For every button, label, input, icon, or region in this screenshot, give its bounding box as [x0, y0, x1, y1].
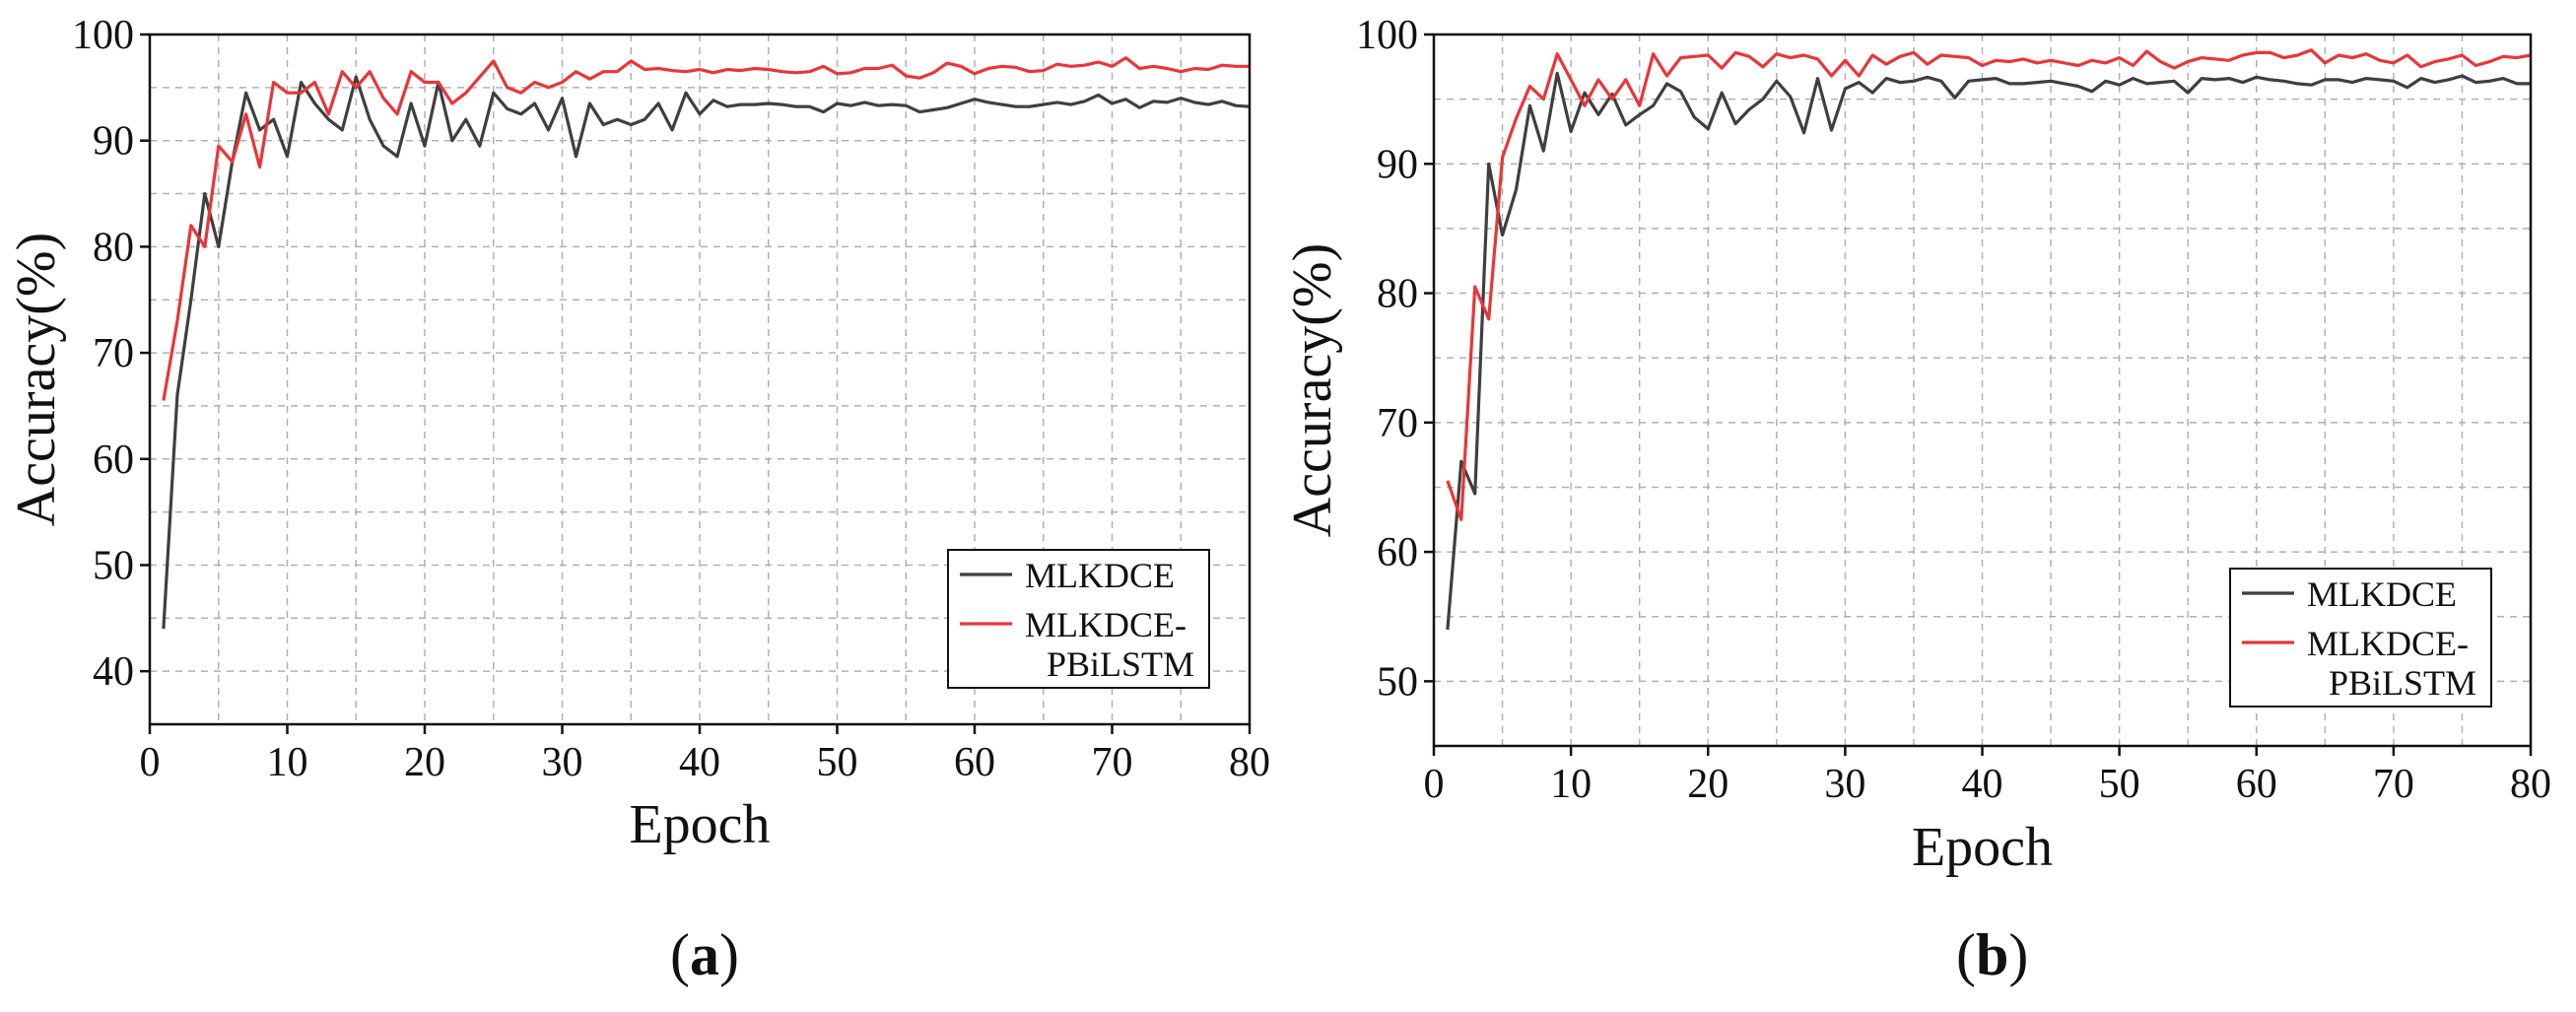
- y-tick-label: 70: [1377, 401, 1418, 446]
- y-tick-label: 100: [1356, 13, 1418, 58]
- caption-b-close: ): [2008, 922, 2029, 987]
- caption-b: (b): [1956, 921, 2028, 989]
- legend-label-1: MLKDCE: [1025, 556, 1175, 595]
- series-line-2: [1446, 48, 2532, 521]
- x-tick-label: 80: [2510, 762, 2551, 807]
- series-line-1: [1446, 71, 2531, 631]
- caption-a-open: (: [670, 922, 690, 987]
- series-line-2: [162, 56, 1250, 401]
- y-tick-label: 50: [93, 543, 134, 588]
- chart-2: 0 10 20 30 40 50 60 70 80 50 60 70 80 90 100 Epoch Accur…: [1282, 13, 2551, 878]
- series-line-1: [162, 75, 1251, 630]
- y-tick-label: 60: [93, 438, 134, 483]
- x-tick-label: 70: [2373, 762, 2414, 807]
- x-tick-label: 60: [954, 740, 995, 785]
- y-tick-label: 60: [1377, 530, 1418, 575]
- x-axis-label: Epoch: [629, 794, 770, 855]
- chart-1: 0 10 20 30 40 50 60 70 80 40 50 60 70 80 90 100 Epoch Acc…: [6, 13, 1270, 855]
- x-tick-label: 50: [2099, 762, 2140, 807]
- legend-label-2: MLKDCE-PBiLSTM: [1025, 605, 1194, 684]
- y-axis-label: Accuracy(%): [1282, 243, 1343, 537]
- x-tick-label: 40: [679, 740, 720, 785]
- x-tick-label: 0: [1424, 762, 1445, 807]
- x-tick-label: 40: [1962, 762, 2003, 807]
- legend-box: [2229, 568, 2492, 708]
- x-tick-label: 20: [1687, 762, 1729, 807]
- y-tick-label: 70: [93, 331, 134, 376]
- legend-label-2-line-1: MLKDCE-: [2307, 624, 2469, 663]
- legend-label-2-line-1: MLKDCE-: [1025, 605, 1186, 644]
- legend-label-2: MLKDCE-PBiLSTM: [2307, 624, 2476, 703]
- x-tick-label: 30: [1824, 762, 1865, 807]
- legend: MLKDCE MLKDCE-PBiLSTM: [947, 549, 1210, 689]
- x-tick-label: 10: [267, 740, 308, 785]
- legend: MLKDCE MLKDCE-PBiLSTM: [2229, 568, 2492, 708]
- y-tick-label: 90: [1377, 142, 1418, 187]
- x-tick-label: 10: [1550, 762, 1592, 807]
- y-tick-label: 90: [93, 119, 134, 165]
- x-tick-label: 20: [404, 740, 445, 785]
- y-axis-label: Accuracy(%): [6, 233, 67, 526]
- y-tick-label: 80: [1377, 272, 1418, 317]
- caption-b-letter: b: [1975, 922, 2009, 987]
- y-tick-label: 50: [1377, 659, 1418, 705]
- x-tick-label: 70: [1092, 740, 1133, 785]
- caption-a: (a): [670, 921, 739, 989]
- legend-label-2-line-2: PBiLSTM: [1047, 644, 1194, 684]
- caption-b-open: (: [1956, 922, 1976, 987]
- x-tick-label: 80: [1229, 740, 1270, 785]
- y-tick-label: 100: [72, 13, 134, 58]
- y-tick-label: 40: [93, 649, 134, 695]
- caption-a-close: ): [718, 922, 739, 987]
- x-tick-label: 60: [2236, 762, 2277, 807]
- legend-label-2-line-2: PBiLSTM: [2329, 663, 2476, 703]
- legend-label-1: MLKDCE: [2307, 574, 2457, 614]
- x-tick-label: 0: [140, 740, 161, 785]
- caption-a-letter: a: [689, 922, 719, 987]
- x-axis-label: Epoch: [1912, 817, 2053, 878]
- x-tick-label: 30: [542, 740, 583, 785]
- y-tick-label: 80: [93, 225, 134, 270]
- legend-box: [947, 549, 1210, 689]
- x-tick-label: 50: [817, 740, 858, 785]
